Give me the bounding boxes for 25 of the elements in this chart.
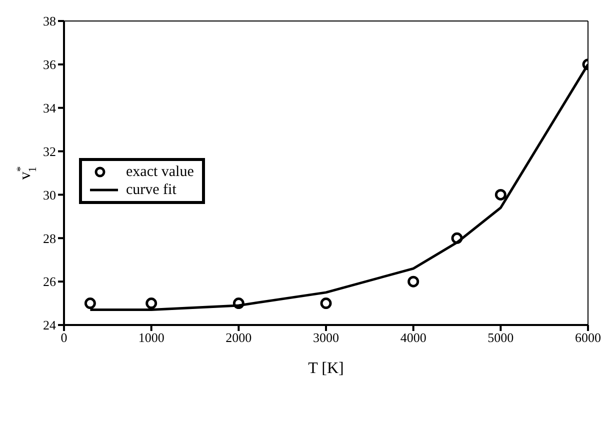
point <box>494 188 506 200</box>
x-tick-label: 3000 <box>313 330 339 346</box>
x-tick-label: 2000 <box>226 330 252 346</box>
point <box>84 298 96 310</box>
point <box>146 298 158 310</box>
point <box>232 298 244 310</box>
x-tick-label: 0 <box>60 330 68 346</box>
point <box>451 232 463 244</box>
y-tick-label: 34 <box>43 100 56 116</box>
y-tick-label: 28 <box>43 230 56 246</box>
y-tick-label: 30 <box>43 187 56 202</box>
point <box>320 298 332 310</box>
y-tick-label: 24 <box>43 318 56 333</box>
y-tick-label: 38 <box>43 14 56 29</box>
x-tick-label: 1000 <box>138 330 164 346</box>
x-tick-label: 4000 <box>400 330 426 346</box>
x-tick-label: 6000 <box>575 330 601 346</box>
x-tick-label: 5000 <box>488 330 514 346</box>
x-axis-title: T [K] <box>308 360 344 377</box>
y-tick-label: 36 <box>43 57 56 72</box>
legend-label: curve fit <box>126 181 176 199</box>
point <box>408 276 420 288</box>
y-tick-label: 32 <box>43 144 56 159</box>
legend-label: exact value <box>126 163 194 181</box>
y-tick-label: 26 <box>43 274 56 290</box>
